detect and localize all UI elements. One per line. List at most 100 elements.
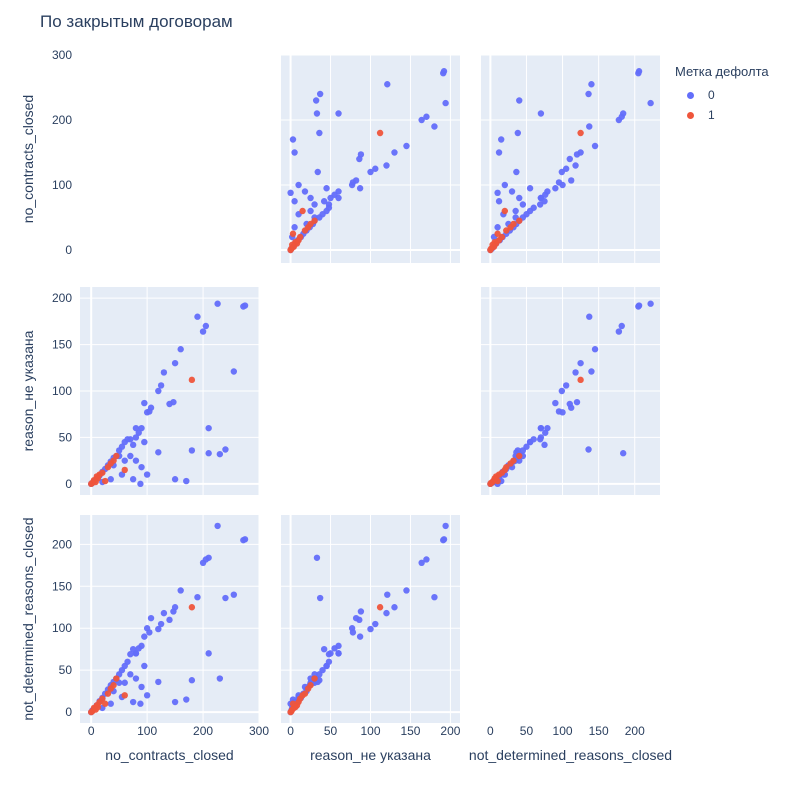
data-point-series-0 — [141, 633, 148, 640]
data-point-series-0 — [143, 692, 151, 699]
data-point-series-0 — [143, 409, 151, 416]
data-point-series-1 — [92, 706, 99, 713]
data-point-series-0 — [241, 302, 249, 309]
data-point-series-0 — [323, 662, 330, 670]
data-point-series-0 — [516, 97, 523, 104]
data-point-series-0 — [171, 476, 179, 483]
subplot-reason_не указана-vs-no_contracts_closed — [80, 287, 260, 495]
data-point-series-0 — [194, 593, 201, 601]
data-point-series-0 — [241, 536, 249, 543]
subplot-not_determined_reasons_closed-vs-no_contracts_closed — [80, 515, 260, 723]
data-point-series-0 — [423, 556, 430, 563]
data-point-series-0 — [423, 113, 430, 120]
data-point-series-0 — [568, 177, 575, 184]
x-axis-label: no_contracts_closed — [105, 747, 233, 763]
data-point-series-0 — [132, 424, 140, 432]
data-point-series-1 — [104, 690, 112, 697]
data-point-series-0 — [107, 700, 114, 707]
data-point-series-0 — [559, 181, 566, 189]
data-point-series-0 — [513, 168, 520, 176]
y-tick-label: 100 — [52, 178, 72, 192]
data-point-series-0 — [121, 457, 128, 464]
data-point-series-1 — [301, 227, 309, 234]
y-tick-label: 200 — [52, 537, 72, 551]
data-point-series-0 — [357, 608, 365, 615]
data-point-series-1 — [489, 241, 496, 248]
data-point-series-0 — [121, 679, 128, 686]
data-point-series-0 — [403, 587, 410, 594]
data-point-series-0 — [127, 671, 134, 678]
data-point-series-1 — [311, 675, 318, 682]
data-point-series-0 — [214, 522, 221, 530]
y-tick-label: 200 — [52, 291, 72, 305]
data-point-series-1 — [516, 217, 523, 224]
x-tick-label: 200 — [440, 724, 460, 738]
data-point-series-0 — [591, 346, 599, 353]
data-point-series-0 — [171, 359, 179, 367]
y-tick-label: 100 — [52, 621, 72, 635]
data-point-series-0 — [166, 616, 173, 624]
data-point-series-0 — [585, 90, 592, 98]
data-point-series-0 — [135, 429, 142, 436]
data-point-series-0 — [494, 189, 501, 196]
data-point-series-0 — [526, 185, 534, 192]
data-point-series-0 — [572, 369, 579, 376]
data-point-series-1 — [299, 207, 306, 215]
data-point-series-0 — [312, 97, 320, 104]
data-point-series-0 — [418, 116, 425, 124]
data-point-series-0 — [155, 449, 162, 456]
data-point-series-0 — [552, 185, 559, 192]
data-point-series-1 — [304, 685, 312, 692]
data-point-series-0 — [508, 188, 516, 195]
data-point-series-0 — [132, 675, 140, 682]
data-point-series-0 — [541, 441, 548, 449]
data-point-series-0 — [316, 90, 324, 98]
data-point-series-0 — [137, 700, 144, 707]
data-point-series-0 — [335, 110, 342, 117]
data-point-series-1 — [516, 452, 523, 460]
x-tick-label: 0 — [88, 724, 95, 738]
data-point-series-0 — [141, 662, 148, 670]
data-point-series-0 — [635, 302, 643, 309]
data-point-series-0 — [183, 696, 190, 703]
data-point-series-0 — [127, 452, 134, 460]
data-point-series-0 — [155, 678, 162, 686]
data-point-series-0 — [171, 698, 179, 706]
legend-item-0[interactable]: 0 — [675, 85, 769, 105]
data-point-series-0 — [403, 142, 410, 150]
data-point-series-0 — [383, 162, 390, 169]
legend-item-1[interactable]: 1 — [675, 105, 769, 125]
legend: Метка дефолта 0 1 — [675, 64, 769, 125]
x-tick-label: 50 — [324, 724, 338, 738]
data-point-series-0 — [495, 149, 503, 156]
data-point-series-0 — [442, 99, 449, 107]
data-point-series-0 — [205, 450, 212, 457]
data-point-series-1 — [376, 604, 384, 611]
data-point-series-0 — [129, 441, 137, 449]
data-point-series-0 — [141, 399, 148, 407]
data-point-series-1 — [577, 129, 584, 137]
data-point-series-0 — [216, 450, 224, 458]
data-point-series-0 — [501, 181, 509, 189]
data-point-series-0 — [143, 471, 151, 478]
data-point-series-0 — [384, 81, 391, 88]
data-point-series-0 — [115, 447, 123, 454]
data-point-series-0 — [107, 476, 114, 483]
data-point-series-0 — [526, 438, 534, 446]
x-tick-label: 200 — [625, 724, 645, 738]
data-point-series-0 — [307, 194, 314, 202]
subplot-no_contracts_closed-vs-not_determined_reasons_closed — [481, 54, 660, 263]
data-point-series-1 — [287, 246, 294, 254]
data-point-series-0 — [135, 645, 142, 652]
data-point-series-0 — [138, 683, 145, 691]
data-point-series-0 — [391, 149, 398, 156]
data-point-series-0 — [183, 477, 190, 485]
y-tick-label: 0 — [65, 477, 72, 491]
data-point-series-0 — [442, 522, 449, 530]
data-point-series-0 — [316, 129, 323, 137]
data-point-series-0 — [335, 194, 342, 202]
data-point-series-0 — [356, 633, 364, 640]
y-axis-label: reason_не указана — [20, 330, 36, 451]
data-point-series-0 — [316, 214, 323, 221]
x-tick-label: 100 — [360, 724, 380, 738]
